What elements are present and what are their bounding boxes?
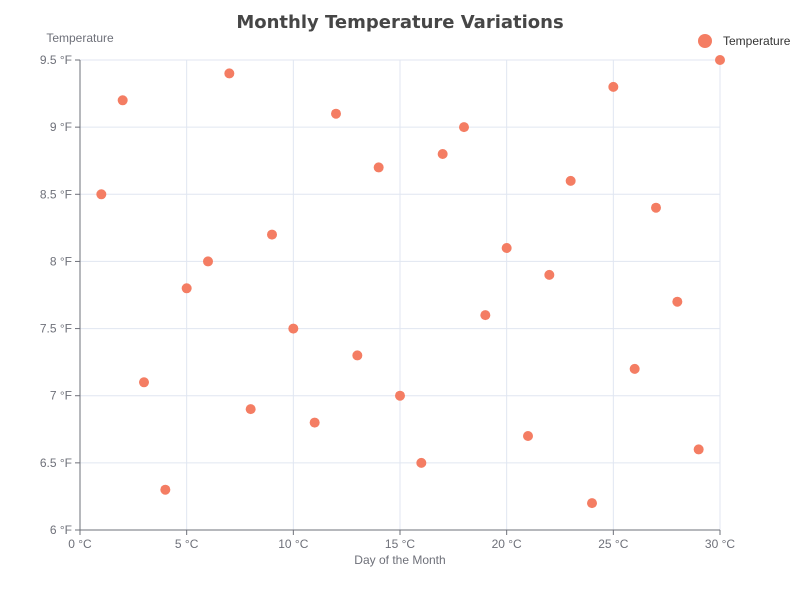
x-tick-label: 0 °C xyxy=(68,537,92,551)
scatter-point[interactable] xyxy=(203,256,213,267)
scatter-point[interactable] xyxy=(267,229,277,240)
y-tick-label: 8.5 °F xyxy=(40,187,72,201)
scatter-point[interactable] xyxy=(480,310,491,321)
scatter-point[interactable] xyxy=(629,363,640,374)
scatter-point[interactable] xyxy=(587,498,597,509)
scatter-point[interactable] xyxy=(416,457,427,468)
legend-marker xyxy=(698,34,712,48)
scatter-point[interactable] xyxy=(309,417,320,428)
y-axis-label: Temperature xyxy=(46,31,114,45)
scatter-point[interactable] xyxy=(245,404,256,415)
x-tick-label: 10 °C xyxy=(278,537,308,551)
scatter-point[interactable] xyxy=(565,175,576,186)
scatter-point[interactable] xyxy=(501,243,512,253)
y-tick-label: 9.5 °F xyxy=(40,53,72,67)
grid xyxy=(80,59,721,530)
scatter-points xyxy=(96,55,725,509)
x-tick-label: 25 °C xyxy=(598,537,628,551)
scatter-point[interactable] xyxy=(715,55,725,65)
x-tick-label: 5 °C xyxy=(175,537,199,551)
scatter-point[interactable] xyxy=(544,269,555,280)
scatter-point[interactable] xyxy=(224,68,235,79)
x-axis-label: Day of the Month xyxy=(354,553,445,567)
scatter-point[interactable] xyxy=(352,350,363,361)
scatter-point[interactable] xyxy=(96,189,107,200)
scatter-point[interactable] xyxy=(437,149,448,159)
scatter-point[interactable] xyxy=(608,81,619,92)
y-tick-label: 6.5 °F xyxy=(40,456,72,470)
scatter-point[interactable] xyxy=(651,202,661,213)
chart-title: Monthly Temperature Variations xyxy=(236,12,563,33)
y-tick-label: 7 °F xyxy=(50,389,72,403)
axes xyxy=(75,59,721,535)
scatter-point[interactable] xyxy=(139,377,149,388)
legend-label: Temperature xyxy=(723,34,791,48)
legend[interactable]: Temperature xyxy=(698,34,791,48)
scatter-point[interactable] xyxy=(693,444,704,455)
y-tick-label: 6 °F xyxy=(50,523,72,537)
scatter-point[interactable] xyxy=(117,95,128,106)
tick-labels: 0 °C 5 °C 10 °C 15 °C 20 °C 25 °C 30 °C 6 °F 6.5… xyxy=(40,53,736,551)
scatter-point[interactable] xyxy=(181,283,192,294)
x-tick-label: 20 °C xyxy=(492,537,522,551)
y-tick-label: 8 °F xyxy=(50,254,72,268)
y-tick-label: 9 °F xyxy=(50,120,72,134)
x-tick-label: 30 °C xyxy=(705,537,735,551)
scatter-point[interactable] xyxy=(373,162,384,173)
scatter-point[interactable] xyxy=(523,431,533,441)
x-tick-label: 15 °C xyxy=(385,537,415,551)
y-tick-label: 7.5 °F xyxy=(40,322,72,336)
scatter-point[interactable] xyxy=(288,323,299,334)
scatter-point[interactable] xyxy=(672,296,683,307)
scatter-point[interactable] xyxy=(160,484,171,495)
scatter-point[interactable] xyxy=(331,108,341,119)
scatter-point[interactable] xyxy=(459,122,469,133)
scatter-point[interactable] xyxy=(395,390,405,401)
